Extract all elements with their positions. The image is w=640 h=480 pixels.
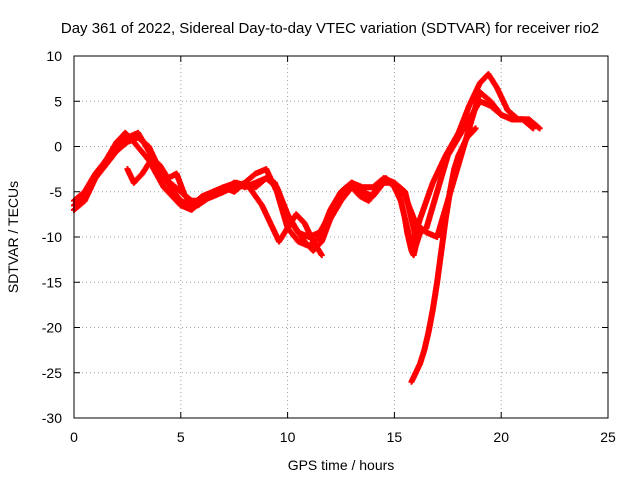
y-tick-label: 5 — [54, 93, 62, 109]
data-point — [530, 125, 537, 132]
y-axis-label: SDTVAR / TECUs — [5, 181, 21, 293]
y-tick-label: -15 — [42, 274, 62, 290]
x-tick-label: 25 — [600, 429, 616, 445]
y-tick-label: -10 — [42, 229, 62, 245]
y-tick-label: 10 — [46, 48, 62, 64]
x-tick-label: 10 — [280, 429, 296, 445]
y-tick-label: -30 — [42, 410, 62, 426]
data-point — [536, 125, 543, 132]
data-point — [318, 252, 325, 259]
chart-title: Day 361 of 2022, Sidereal Day-to-day VTE… — [61, 20, 599, 37]
y-tick-label: -5 — [50, 184, 63, 200]
y-tick-label: -25 — [42, 365, 62, 381]
series-trace-6 — [402, 215, 424, 259]
data-series — [71, 71, 543, 385]
x-tick-label: 15 — [387, 429, 403, 445]
data-point — [472, 125, 479, 132]
x-tick-label: 20 — [493, 429, 509, 445]
y-tick-label: 0 — [54, 139, 62, 155]
series-trace-5 — [408, 125, 479, 385]
series-trace-4 — [124, 157, 325, 259]
y-tick-label: -20 — [42, 320, 62, 336]
x-tick-label: 5 — [177, 429, 185, 445]
data-point — [417, 229, 424, 236]
x-tick-label: 0 — [70, 429, 78, 445]
x-axis-label: GPS time / hours — [288, 457, 395, 473]
axis-ticks: 0 5 10 15 20 25 -30 -25 -20 -15 -10 -5 0 5 10 — [42, 48, 616, 445]
